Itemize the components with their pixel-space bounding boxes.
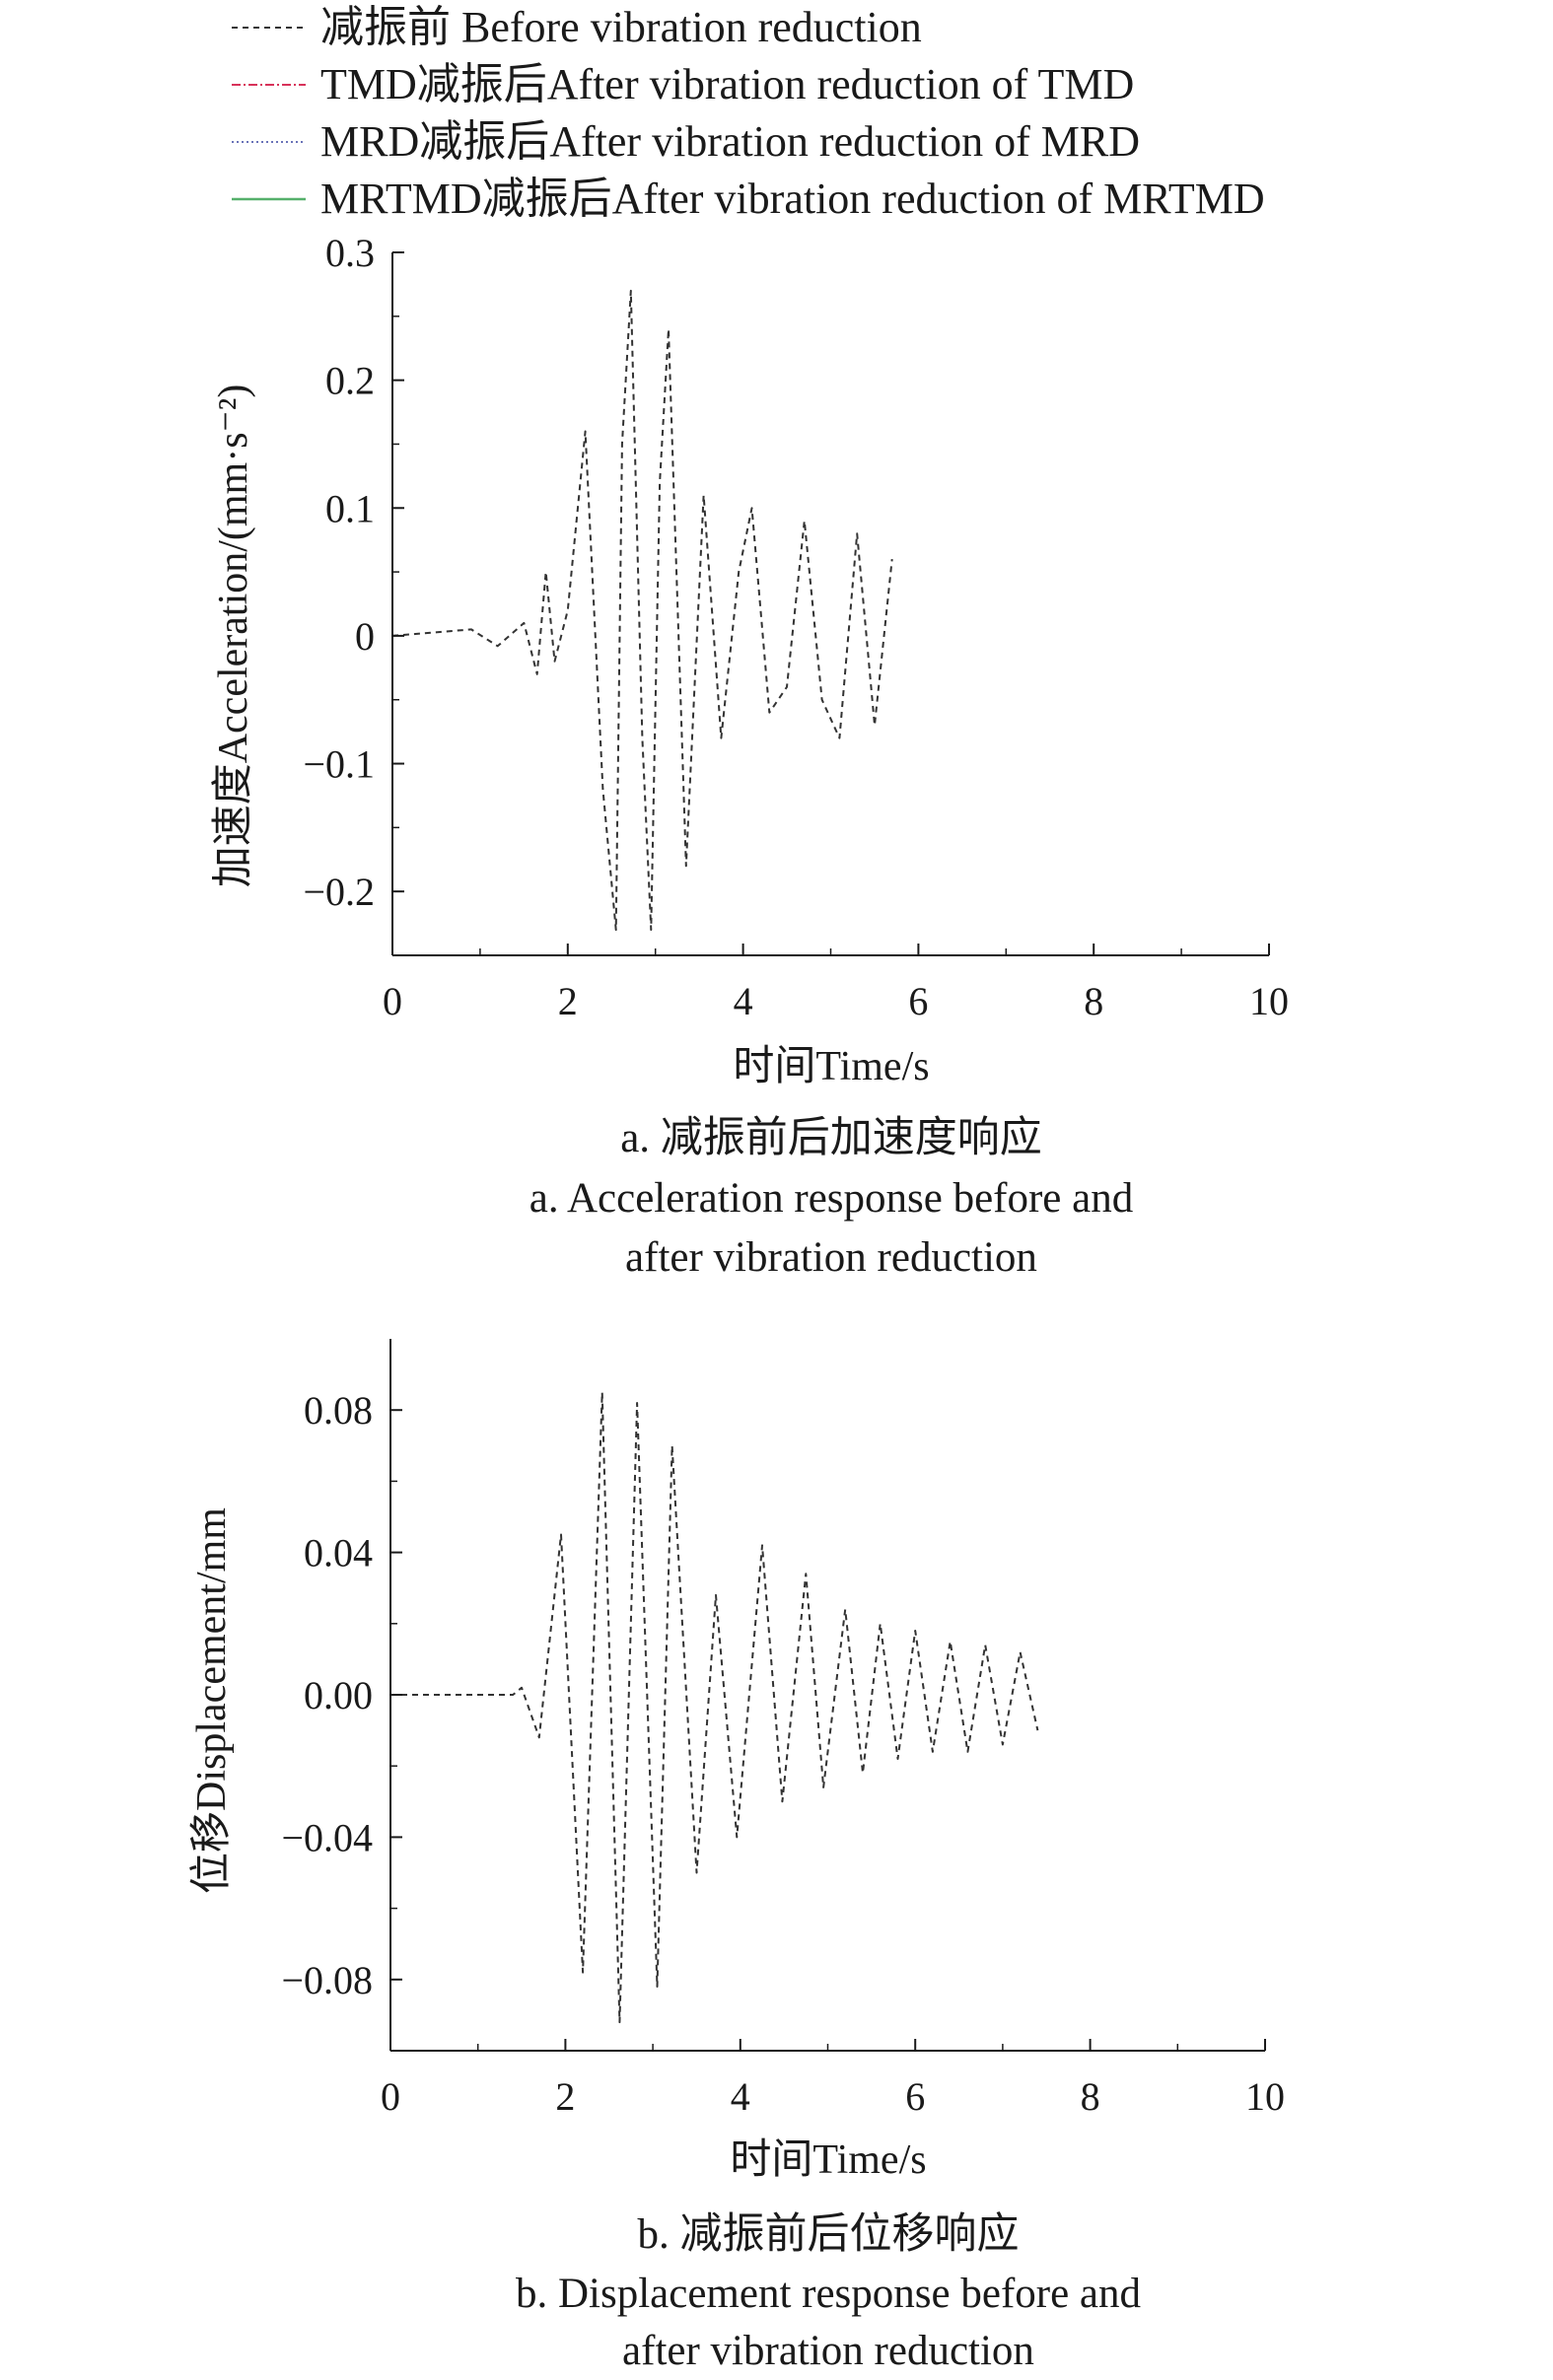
y-tick-label: 0 <box>355 614 375 659</box>
x-tick-label: 8 <box>1081 2074 1100 2119</box>
x-tick-label: 2 <box>555 2074 575 2119</box>
x-tick-label: 0 <box>381 2074 400 2119</box>
displacement-x-axis-title: 时间Time/s <box>730 2137 926 2183</box>
y-tick-label: −0.04 <box>281 1815 373 1859</box>
x-tick-label: 8 <box>1084 979 1103 1023</box>
series-line <box>391 289 893 932</box>
legend-item: 减振前 Before vibration reduction <box>232 3 922 51</box>
legend-item: MRD减振后After vibration reduction of MRD <box>232 117 1140 166</box>
x-tick-label: 10 <box>1245 2074 1285 2119</box>
y-tick-label: 0.08 <box>304 1388 373 1433</box>
y-tick-label: 0.1 <box>325 486 375 530</box>
y-tick-label: 0.04 <box>304 1531 373 1575</box>
x-tick-label: 10 <box>1249 979 1289 1023</box>
x-tick-label: 6 <box>905 2074 925 2119</box>
displacement-y-axis-title: 位移Displacement/mm <box>188 1507 235 1894</box>
x-tick-label: 4 <box>734 979 753 1023</box>
caption-a-english-line2: after vibration reduction <box>625 1234 1037 1281</box>
y-tick-label: 0.00 <box>304 1673 373 1717</box>
x-tick-label: 2 <box>558 979 578 1023</box>
caption-a-chinese: a. 减振前后加速度响应 <box>620 1114 1042 1161</box>
caption-b-english-line2: after vibration reduction <box>622 2328 1034 2374</box>
caption-a-english-line1: a. Acceleration response before and <box>529 1175 1133 1222</box>
legend-item: MRTMD减振后After vibration reduction of MRT… <box>232 175 1265 223</box>
y-tick-label: −0.2 <box>303 870 375 914</box>
caption-b-english-line1: b. Displacement response before and <box>516 2271 1141 2317</box>
legend-label: TMD减振后After vibration reduction of TMD <box>320 60 1134 108</box>
legend-label: MRD减振后After vibration reduction of MRD <box>320 117 1140 166</box>
acceleration-chart: 0 2 4 6 8 10 0.3 0.2 0.1 0 −0.1 −0.2 时间Time/s 加速度Ac… <box>211 231 1289 1089</box>
displacement-chart: 0 2 4 6 8 10 0.08 0.04 0.00 −0.04 −0.08 时间Time/s 位… <box>188 1339 1285 2183</box>
x-tick-label: 6 <box>908 979 928 1023</box>
acceleration-y-axis-title: 加速度Acceleration/(mm·s⁻²) <box>211 385 256 888</box>
y-tick-label: 0.2 <box>325 359 375 403</box>
caption-b-chinese: b. 减振前后位移响应 <box>638 2210 1020 2258</box>
y-tick-label: −0.1 <box>303 742 375 787</box>
legend-label: MRTMD减振后After vibration reduction of MRT… <box>320 175 1265 223</box>
series-line <box>390 1391 1039 2024</box>
y-tick-label: 0.3 <box>325 231 375 275</box>
legend-label: 减振前 Before vibration reduction <box>320 3 922 51</box>
acceleration-x-axis-title: 时间Time/s <box>733 1044 929 1089</box>
legend-item: TMD减振后After vibration reduction of TMD <box>232 60 1134 108</box>
legend: 减振前 Before vibration reduction TMD减振后Afte… <box>232 3 1265 223</box>
y-tick-label: −0.08 <box>281 1958 373 2002</box>
x-tick-label: 0 <box>383 979 402 1023</box>
x-tick-label: 4 <box>731 2074 750 2119</box>
